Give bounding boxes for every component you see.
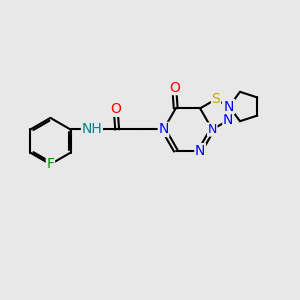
Text: N: N: [224, 100, 235, 113]
Text: NH: NH: [82, 122, 102, 136]
Text: O: O: [110, 102, 121, 116]
Text: N: N: [195, 144, 205, 158]
Text: S: S: [212, 92, 220, 106]
Text: F: F: [46, 157, 54, 171]
Text: N: N: [223, 100, 233, 113]
Text: N: N: [158, 122, 169, 136]
Text: N: N: [208, 123, 217, 136]
Text: O: O: [169, 81, 180, 94]
Text: N: N: [223, 113, 233, 128]
